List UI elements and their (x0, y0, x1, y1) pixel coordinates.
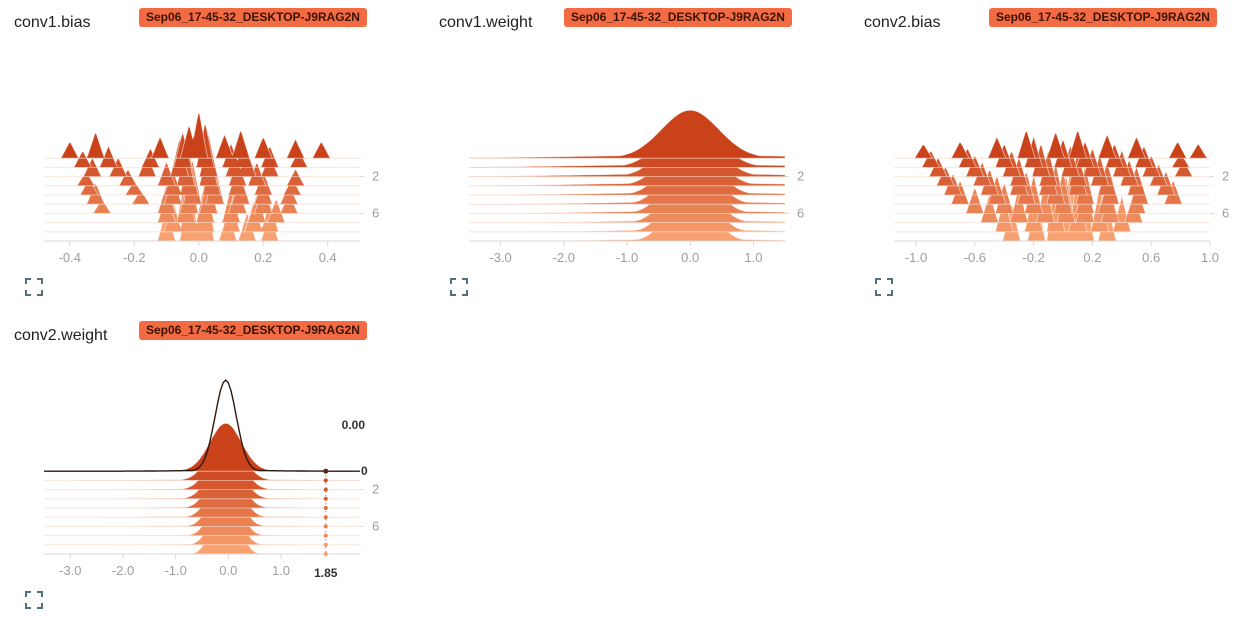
histogram-ridge-step-1 (469, 117, 785, 167)
step-tick-label: 2 (372, 482, 379, 497)
hover-point (324, 534, 328, 538)
hover-point (324, 488, 328, 492)
hover-point (324, 497, 328, 501)
histogram-chart[interactable]: -1.0 -0.6 -0.2 0.2 0.6 1.0 2 6 (850, 0, 1250, 300)
step-tick-label: 2 (1222, 169, 1229, 184)
step-tick-label: 2 (372, 169, 379, 184)
step-tick-label: 2 (797, 169, 804, 184)
step-tick-label: 6 (372, 518, 379, 533)
x-tick-label: 1.0 (1201, 250, 1219, 265)
x-tick-label: 0.2 (254, 250, 272, 265)
step-tick-label: 6 (797, 205, 804, 220)
ridges (44, 423, 360, 554)
x-tick-label: -0.2 (123, 250, 145, 265)
x-tick-label: -0.4 (59, 250, 81, 265)
x-tick-label: 1.0 (744, 250, 762, 265)
x-tick-label: -2.0 (112, 563, 134, 578)
x-tick-label: 0.2 (1083, 250, 1101, 265)
histogram-card-conv2-weight: conv2.weight Sep06_17-45-32_DESKTOP-J9RA… (0, 313, 400, 613)
histogram-chart[interactable]: -0.4 -0.2 0.0 0.2 0.4 2 6 (0, 0, 400, 300)
hover-point (324, 543, 328, 547)
x-tick-label: -1.0 (905, 250, 927, 265)
histogram-card-conv1-weight: conv1.weight Sep06_17-45-32_DESKTOP-J9RA… (425, 0, 825, 300)
x-tick-label: 0.4 (319, 250, 337, 265)
hover-point (324, 515, 328, 519)
hover-value-label: 0.00 (342, 418, 366, 432)
x-tick-label: -0.2 (1022, 250, 1044, 265)
hover-point (324, 506, 328, 510)
histogram-card-conv2-bias: conv2.bias Sep06_17-45-32_DESKTOP-J9RAG2… (850, 0, 1250, 300)
x-tick-label: 0.0 (681, 250, 699, 265)
fullscreen-icon[interactable] (24, 590, 44, 610)
hover-step-label: 0 (361, 464, 368, 478)
x-tick-label: 0.0 (219, 563, 237, 578)
ridges (894, 131, 1210, 241)
ridges (469, 110, 785, 241)
histogram-ridge-step-0 (894, 131, 1210, 158)
fullscreen-icon[interactable] (24, 277, 44, 297)
x-tick-label: -3.0 (59, 563, 81, 578)
x-tick-label: 0.0 (190, 250, 208, 265)
histogram-ridge-step-0 (469, 110, 785, 158)
step-tick-label: 6 (372, 205, 379, 220)
histogram-chart[interactable]: -3.0 -2.0 -1.0 0.0 1.0 2 6 0.00 0 1.85 (0, 313, 400, 613)
x-tick-label: 1.0 (272, 563, 290, 578)
hover-point (324, 478, 328, 482)
ridges (44, 113, 360, 241)
x-tick-label: -1.0 (164, 563, 186, 578)
fullscreen-icon[interactable] (449, 277, 469, 297)
fullscreen-icon[interactable] (874, 277, 894, 297)
step-tick-label: 6 (1222, 205, 1229, 220)
x-tick-label: -3.0 (489, 250, 511, 265)
histogram-card-conv1-bias: conv1.bias Sep06_17-45-32_DESKTOP-J9RAG2… (0, 0, 400, 300)
x-tick-label: -0.6 (964, 250, 986, 265)
hover-x-label: 1.85 (314, 566, 338, 580)
hover-point (324, 524, 328, 528)
x-tick-label: -1.0 (616, 250, 638, 265)
histogram-ridge-step-0 (44, 113, 360, 158)
hover-point-active (323, 469, 328, 474)
x-tick-label: 0.6 (1142, 250, 1160, 265)
histogram-chart[interactable]: -3.0 -2.0 -1.0 0.0 1.0 2 6 (425, 0, 825, 300)
hover-point (324, 552, 328, 556)
x-tick-label: -2.0 (553, 250, 575, 265)
